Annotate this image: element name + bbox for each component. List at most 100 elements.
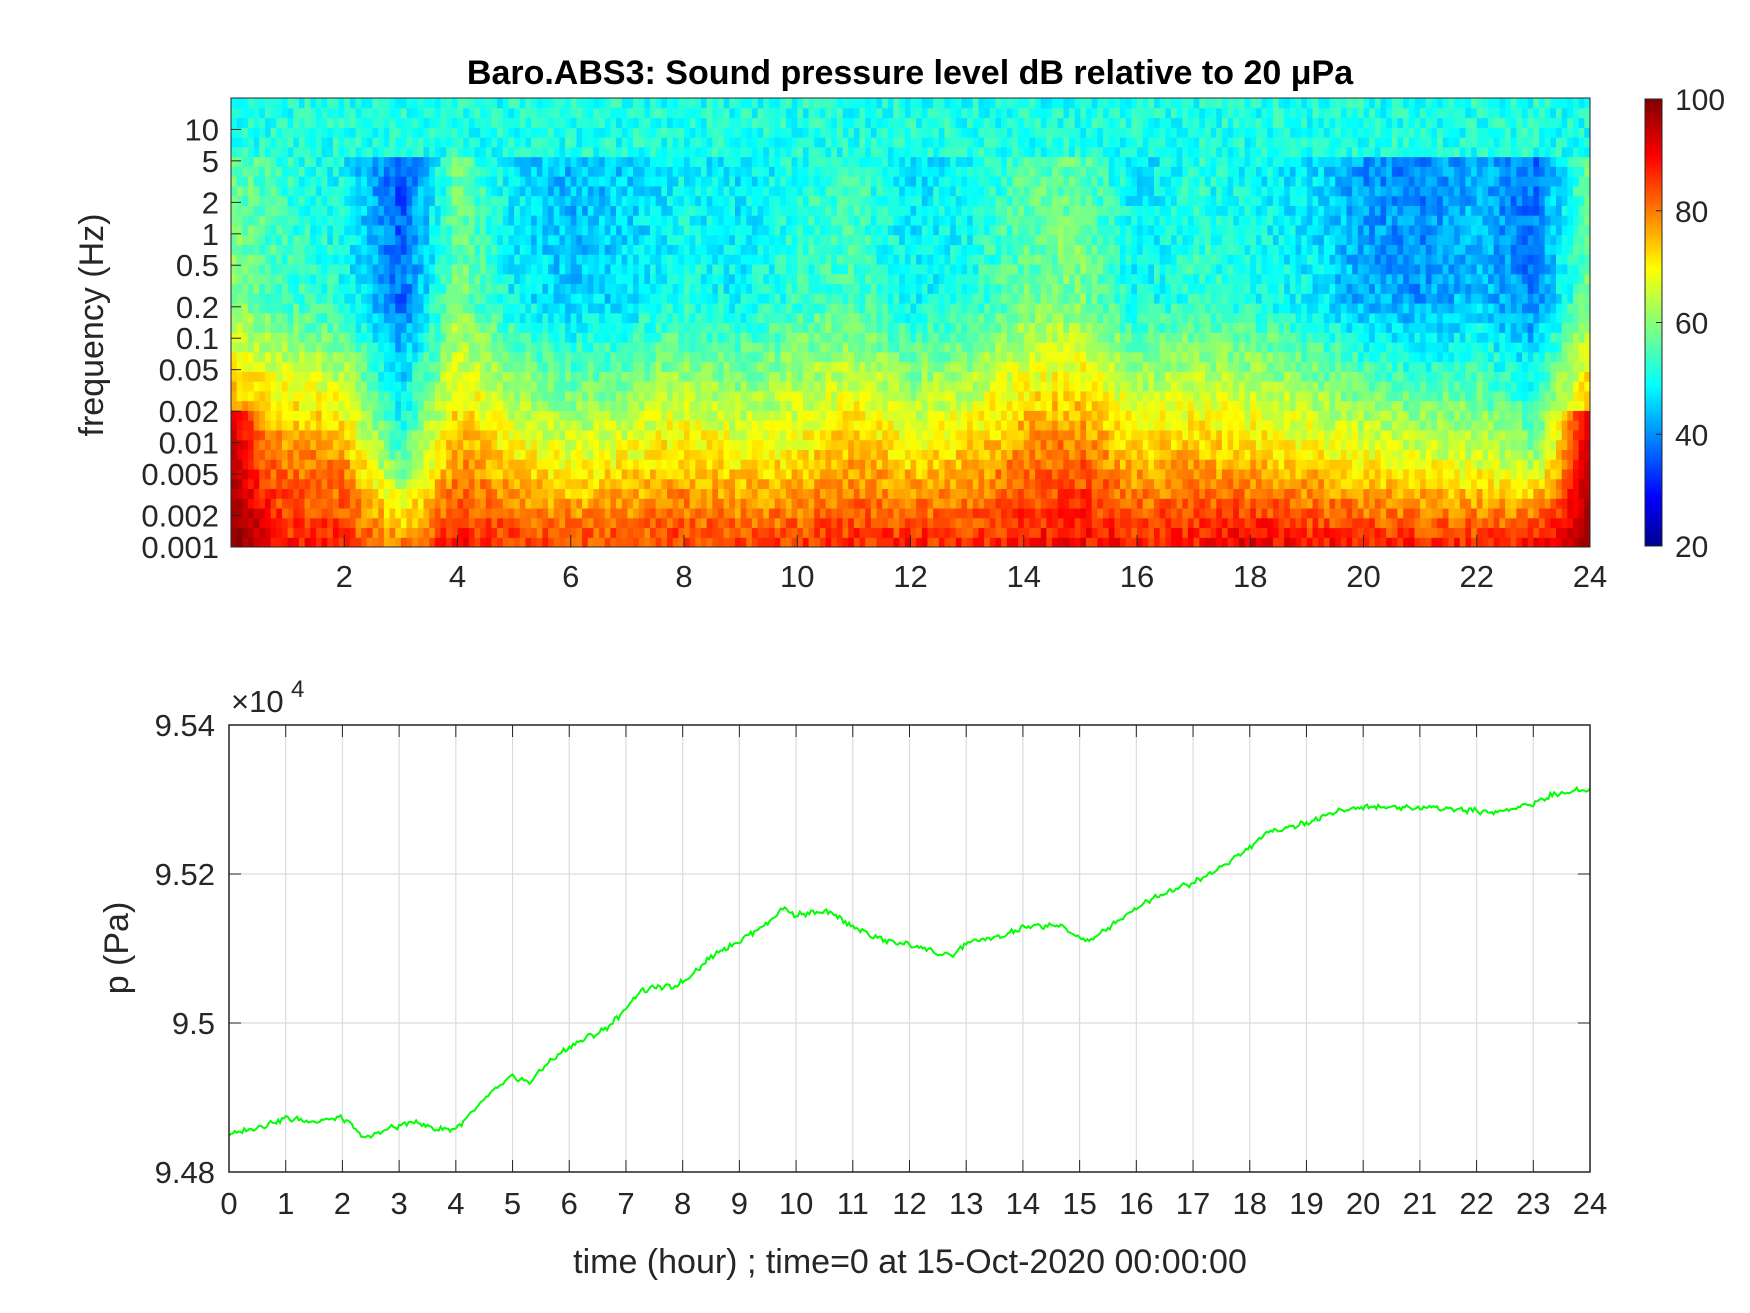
spectrogram-cell (791, 322, 798, 333)
spectrogram-cell (548, 166, 555, 177)
spectrogram-cell (497, 449, 504, 460)
spectrogram-cell (785, 449, 793, 460)
spectrogram-cell (667, 468, 674, 480)
spectrogram-cell (446, 244, 453, 255)
spectrogram-cell (768, 537, 776, 547)
spectrogram-cell (315, 322, 323, 333)
spectrogram-cell (412, 146, 419, 158)
spectrogram-cell (751, 127, 759, 138)
spectrogram-cell (655, 176, 662, 187)
spectrogram-cell (587, 195, 594, 206)
spectrogram-cell (582, 371, 589, 382)
spectrogram-cell (491, 429, 498, 441)
spectrogram-cell (684, 517, 691, 529)
spectrogram-cell (746, 302, 753, 314)
spectrogram-cell (417, 137, 425, 148)
spectrogram-cell (734, 273, 742, 285)
spectrogram-cell (525, 420, 532, 431)
spectrogram-cell (349, 117, 357, 128)
spectrogram-cell (463, 507, 470, 519)
spectrogram-cell (434, 117, 442, 128)
spectrogram-cell (525, 205, 532, 216)
spectrogram-cell (604, 117, 611, 128)
spectrogram-cell (808, 459, 815, 470)
spectrogram-cell (406, 459, 413, 470)
spectrogram-cell (315, 351, 323, 363)
spectrogram-cell (678, 390, 685, 402)
spectrogram-cell (655, 527, 662, 538)
spectrogram-cell (791, 107, 798, 119)
spectrogram-cell (644, 302, 651, 314)
spectrogram-cell (321, 517, 328, 529)
spectrogram-cell (723, 215, 730, 226)
spectrogram-cell (842, 517, 849, 529)
spectrogram-cell (310, 410, 317, 421)
spectrogram-cell (604, 312, 611, 324)
spectrogram-cell (621, 137, 628, 148)
spectrogram-cell (502, 478, 510, 490)
spectrogram-cell (468, 195, 476, 206)
spectrogram-cell (349, 488, 357, 499)
spectrogram-cell (644, 254, 651, 265)
spectrogram-cell (768, 195, 776, 206)
spectrogram-cell (366, 127, 374, 138)
spectrogram-cell (525, 127, 532, 138)
spectrogram-cell (321, 507, 328, 519)
spectrogram-cell (582, 400, 589, 411)
spectrogram-cell (700, 381, 708, 392)
spectrogram-cell (315, 244, 323, 255)
spectrogram-cell (417, 459, 425, 470)
spectrogram-cell (780, 312, 787, 324)
spectrogram-cell (327, 263, 334, 275)
spectrogram-cell (712, 459, 719, 470)
spectrogram-cell (497, 322, 504, 333)
spectrogram-cell (814, 420, 821, 431)
spectrogram-cell (627, 332, 634, 343)
spectrogram-cell (700, 527, 708, 538)
spectrogram-cell (734, 517, 742, 529)
spectrogram-cell (638, 410, 645, 421)
spectrogram-cell (802, 371, 810, 382)
spectrogram-cell (440, 439, 447, 450)
spectrogram-cell (531, 156, 538, 167)
spectrogram-cell (695, 234, 702, 246)
spectrogram-cell (825, 244, 832, 255)
spectrogram-cell (763, 312, 770, 324)
spectrogram-cell (468, 205, 476, 216)
spectrogram-cell (746, 517, 753, 529)
spectrogram-cell (802, 381, 810, 392)
spectrogram-cell (763, 468, 770, 480)
spectrogram-cell (440, 381, 447, 392)
spectrogram-cell (253, 273, 260, 285)
spectrogram-cell (451, 146, 459, 158)
spectrogram-cell (344, 234, 351, 246)
spectrogram-cell (366, 254, 374, 265)
spectrogram-cell (400, 332, 408, 343)
spectrogram-cell (570, 488, 578, 499)
spectrogram-cell (582, 302, 589, 314)
spectrogram-cell (638, 98, 645, 109)
spectrogram-cell (327, 371, 334, 382)
spectrogram-cell (355, 137, 362, 148)
spectrogram-cell (819, 332, 827, 343)
spectrogram-cell (627, 224, 634, 236)
spectrogram-cell (434, 312, 442, 324)
spectrogram-cell (825, 410, 832, 421)
spectrogram-cell (338, 176, 345, 187)
spectrogram-cell (802, 537, 810, 547)
spectrogram-cell (502, 361, 510, 372)
spectrogram-cell (650, 390, 657, 402)
spectrogram-cell (446, 517, 453, 529)
spectrogram-cell (406, 488, 413, 499)
spectrogram-cell (525, 185, 532, 197)
spectrogram-cell (740, 283, 747, 294)
spectrogram-cell (378, 449, 385, 460)
spectrogram-cell (247, 127, 255, 138)
spectrogram-cell (389, 117, 396, 128)
spectrogram-cell (553, 98, 561, 109)
spectrogram-cell (349, 498, 357, 509)
spectrogram-cell (327, 254, 334, 265)
spectrogram-cell (247, 371, 255, 382)
spectrogram-cell (684, 537, 691, 547)
spectrogram-cell (338, 283, 345, 294)
